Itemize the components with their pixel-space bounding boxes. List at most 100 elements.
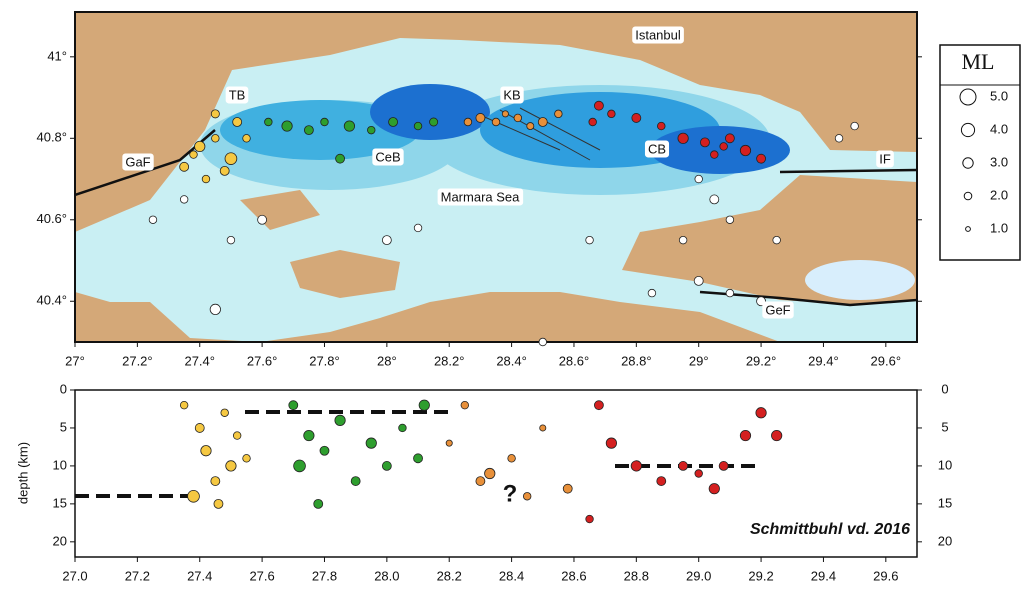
x-tick-label: 28.6°	[559, 353, 590, 368]
map-label-box	[437, 188, 524, 206]
quake	[194, 140, 206, 153]
map-label: Istanbul	[635, 27, 681, 42]
y-tick-label-right: 5	[941, 419, 948, 434]
y-tick-label-right: 10	[938, 457, 952, 472]
quake	[756, 153, 766, 164]
x-tick-label: 28.2	[437, 568, 462, 583]
quake	[475, 476, 486, 486]
x-tick-label: 27.6°	[247, 353, 278, 368]
legend-symbol	[965, 226, 971, 232]
legend-title: ML	[962, 49, 995, 74]
quake	[232, 431, 242, 440]
quake	[200, 445, 212, 457]
quake	[293, 459, 306, 473]
quake	[539, 424, 547, 432]
quake	[585, 514, 594, 524]
legend-symbol	[962, 157, 974, 169]
quake	[677, 132, 689, 144]
quake	[708, 483, 720, 495]
y-tick-label: 10	[53, 457, 67, 472]
x-tick-label: 27.2°	[122, 353, 153, 368]
x-tick-label: 28.6	[561, 568, 586, 583]
x-tick-label: 28.4	[499, 568, 524, 583]
quake	[179, 400, 189, 410]
map-label: Marmara Sea	[441, 189, 521, 204]
quake	[211, 134, 220, 143]
quake	[219, 165, 230, 176]
quake	[264, 117, 273, 127]
legend-label: 4.0	[990, 121, 1008, 136]
quake	[771, 429, 783, 442]
quake	[594, 100, 604, 111]
quake	[148, 215, 158, 224]
quake	[179, 195, 189, 204]
quake	[739, 429, 752, 442]
quake	[398, 423, 407, 433]
quake	[224, 152, 238, 165]
quake	[201, 174, 211, 184]
quake	[507, 454, 516, 463]
quake	[381, 461, 392, 471]
legend-label: 1.0	[990, 220, 1008, 235]
quake	[724, 133, 735, 144]
quake	[242, 454, 251, 463]
quake	[526, 122, 535, 130]
map-label: KB	[503, 87, 520, 102]
map-frame	[74, 11, 918, 343]
map-label-box	[762, 301, 794, 319]
quake	[594, 400, 604, 411]
x-tick-label: 29.6	[873, 568, 898, 583]
map-label-box	[122, 153, 154, 171]
quake	[719, 142, 728, 151]
y-tick-label-right: 15	[938, 495, 952, 510]
y-axis-label: depth (km)	[15, 442, 30, 504]
quake	[631, 113, 642, 123]
quake	[194, 423, 205, 433]
quake	[187, 489, 200, 503]
quake	[445, 439, 453, 447]
quake	[365, 437, 377, 449]
legend-symbol	[963, 191, 973, 201]
map-label-box	[876, 150, 894, 168]
quake	[694, 469, 703, 478]
map-label: CB	[648, 141, 666, 156]
quake	[554, 109, 563, 119]
quake	[772, 235, 781, 245]
quake	[693, 275, 704, 286]
x-tick-label: 27.8°	[309, 353, 340, 368]
quake	[678, 461, 689, 471]
legend-box	[939, 44, 1021, 261]
quake	[537, 117, 548, 127]
quake	[538, 337, 547, 347]
quake	[319, 445, 330, 456]
quake	[491, 117, 501, 127]
quake	[718, 461, 729, 471]
map-label: GeF	[765, 302, 790, 317]
quake	[220, 408, 229, 417]
legend-label: 5.0	[990, 88, 1008, 103]
quake	[303, 429, 315, 442]
x-tick-label: 27.4	[187, 568, 212, 583]
map-label: GaF	[125, 154, 150, 169]
quake	[678, 235, 688, 245]
map-label: TB	[229, 87, 246, 102]
map-label: IF	[879, 151, 891, 166]
y-tick-label-right: 0	[941, 381, 948, 396]
quake	[850, 121, 859, 131]
annotation: ?	[503, 480, 518, 507]
quake	[588, 117, 597, 127]
quake	[484, 467, 496, 480]
quake	[413, 453, 423, 464]
quake	[475, 113, 486, 123]
quake	[225, 460, 237, 472]
quake	[413, 223, 423, 233]
quake	[755, 407, 767, 419]
x-tick-label: 29.4	[811, 568, 836, 583]
quake	[210, 476, 221, 486]
quake	[209, 303, 221, 316]
y-tick-label: 40.4°	[36, 293, 67, 308]
y-tick-label: 40.6°	[36, 211, 67, 226]
quake	[213, 498, 224, 509]
quake	[313, 498, 324, 509]
